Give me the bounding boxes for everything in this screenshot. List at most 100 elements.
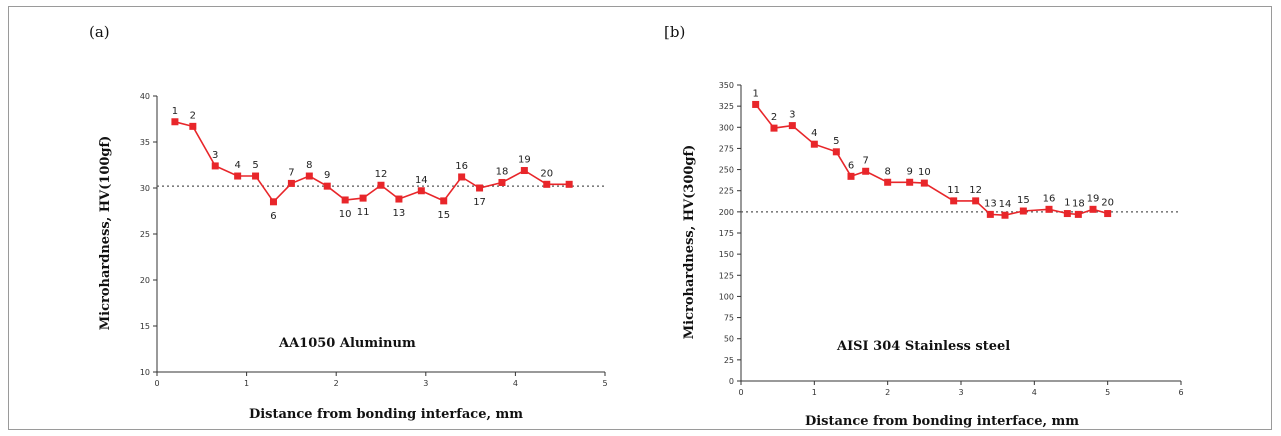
chart-a-data-point [323,182,331,190]
chart-a-y-tick-label: 10 [140,368,150,377]
chart-a-data-point [171,118,179,126]
panel-b-label: [b) [664,23,685,41]
chart-b-x-tick-label: 4 [1032,388,1037,397]
chart-a-data-point [359,194,367,202]
chart-b-point-label: 15 [1017,195,1030,206]
chart-a-data-point [341,196,349,204]
chart-a-point-label: 20 [540,168,553,179]
chart-b-data-point [906,178,914,186]
chart-b-y-tick-label: 0 [729,377,734,386]
figure-frame: (a) AA1050 Aluminum Distance from bondin… [8,6,1272,430]
chart-a-data-point [252,172,260,180]
chart-a-point-label: 14 [415,175,428,186]
chart-a-point-label: 9 [324,170,330,181]
chart-b-y-tick-label: 275 [719,144,734,153]
chart-b-data-point [1001,211,1009,219]
chart-a-point-label: 1 [172,106,178,117]
chart-a-point-label: 8 [306,160,312,171]
chart-b-annotation: AISI 304 Stainless steel [836,339,1010,354]
chart-a-x-tick-label: 5 [602,379,607,388]
chart-b-y-tick-label: 200 [719,208,734,217]
chart-b-y-tick-label: 150 [719,250,734,259]
chart-a-point-label: 15 [437,210,450,221]
chart-a-point-label: 3 [212,150,218,161]
chart-a-data-point [395,195,403,203]
chart-a-data-point [305,172,313,180]
chart-b-x-axis-title: Distance from bonding interface, mm [805,414,1079,429]
chart-a-data-point [417,187,425,195]
chart-b-data-point [920,179,928,187]
chart-b-data-point [972,197,980,205]
chart-b-data-point [950,197,958,205]
figure-canvas: (a) AA1050 Aluminum Distance from bondin… [89,23,1184,429]
chart-b-point-label: 10 [918,167,931,178]
chart-b-data-point [832,148,840,156]
chart-b-data-point [862,167,870,175]
chart-a-y-tick-label: 25 [140,230,150,239]
chart-a-point-label: 10 [339,209,352,220]
chart-b-y-tick-label: 100 [719,292,734,301]
chart-b-data-point [884,178,892,186]
chart-b-data-point [1063,210,1071,218]
chart-a-y-tick-label: 40 [140,92,150,101]
chart-a-data-point [543,180,551,188]
chart-b-point-label: 5 [833,136,839,147]
chart-a-data-point [520,167,528,175]
chart-b-point-label: 4 [811,128,817,139]
chart-a-x-tick-label: 2 [334,379,339,388]
chart-b-data-point [1089,205,1097,213]
chart-a-data-point [440,197,448,205]
chart-a-x-axis-title: Distance from bonding interface, mm [249,407,523,422]
chart-b-point-label: 2 [771,112,777,123]
chart-b-y-axis-title: Microhardness, HV(300gf) [682,145,697,339]
panel-a-label: (a) [89,23,110,41]
chart-b-point-label: 1 [1064,198,1070,209]
chart-b-y-tick-label: 225 [719,187,734,196]
chart-b: [b) AISI 304 Stainless steel Distance fr… [664,23,1184,429]
chart-b-y-tick-label: 250 [719,166,734,175]
chart-a-point-label: 16 [455,161,468,172]
chart-b-y-tick-label: 175 [719,229,734,238]
chart-b-x-tick-label: 1 [812,388,817,397]
chart-b-point-label: 13 [984,198,997,209]
chart-a-y-tick-label: 20 [140,276,150,285]
chart-b-y-tick-label: 325 [719,102,734,111]
chart-b-point-label: 3 [789,110,795,121]
chart-b-point-label: 8 [884,166,890,177]
chart-a-data-point [269,198,277,206]
chart-a-point-label: 19 [518,155,531,166]
chart-b-data-point [1074,210,1082,218]
chart-a-y-axis-title: Microhardness, HV(100gf) [98,136,113,330]
chart-a-data-point [211,162,219,170]
chart-b-x-tick-label: 6 [1178,388,1183,397]
chart-b-x-tick-label: 5 [1105,388,1110,397]
chart-a-data-point [498,178,506,186]
chart-b-y-tick-label: 125 [719,271,734,280]
chart-b-point-label: 18 [1072,198,1085,209]
chart-b-data-point [770,124,778,132]
chart-b-point-label: 19 [1087,193,1100,204]
chart-a-data-point [377,181,385,189]
chart-b-y-tick-label: 25 [724,356,734,365]
chart-b-y-tick-label: 300 [719,123,734,132]
chart-a-y-tick-label: 30 [140,184,150,193]
chart-b-data-point [847,172,855,180]
chart-b-point-label: 20 [1101,198,1114,209]
chart-b-y-tick-label: 75 [724,314,734,323]
chart-a-data-point [476,184,484,192]
chart-a-data-point [189,122,197,130]
chart-a-data-point [458,173,466,181]
chart-a-point-label: 13 [393,208,406,219]
chart-b-point-label: 14 [999,199,1012,210]
chart-a-point-label: 18 [496,166,509,177]
chart-a-x-tick-label: 4 [513,379,518,388]
chart-b-data-point [752,100,760,108]
chart-a-point-label: 2 [190,110,196,121]
chart-a-x-tick-label: 1 [244,379,249,388]
chart-a-x-tick-label: 3 [423,379,428,388]
chart-a-x-tick-label: 0 [154,379,159,388]
chart-b-point-label: 9 [906,166,912,177]
chart-b-point-label: 16 [1043,193,1056,204]
chart-b-data-point [986,210,994,218]
chart-b-y-tick-label: 50 [724,335,734,344]
